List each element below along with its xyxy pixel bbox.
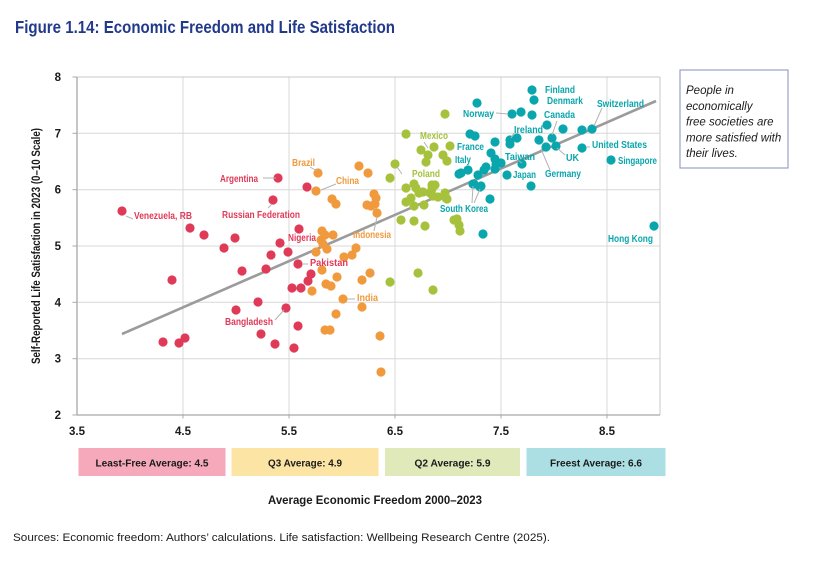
svg-text:Venezuela, RB: Venezuela, RB — [134, 211, 192, 222]
svg-text:Q2 Average: 5.9: Q2 Average: 5.9 — [415, 458, 491, 470]
svg-text:United States: United States — [592, 140, 647, 151]
svg-text:Russian Federation: Russian Federation — [222, 210, 300, 221]
svg-text:Figure 1.14: Economic Freedom: Figure 1.14: Economic Freedom and Life S… — [15, 17, 395, 37]
svg-text:Canada: Canada — [544, 110, 575, 121]
svg-text:UK: UK — [566, 153, 580, 164]
svg-text:Finland: Finland — [545, 85, 575, 96]
svg-text:Freest Average: 6.6: Freest Average: 6.6 — [550, 458, 642, 470]
svg-text:Q3 Average: 4.9: Q3 Average: 4.9 — [268, 458, 342, 470]
svg-text:3: 3 — [55, 354, 61, 366]
svg-text:their lives.: their lives. — [686, 148, 738, 160]
svg-text:Hong Kong: Hong Kong — [608, 234, 653, 245]
svg-text:France: France — [457, 142, 484, 153]
svg-text:Self-Reported Life Satisfactio: Self-Reported Life Satisfaction in 2023 … — [29, 128, 43, 364]
svg-text:economically: economically — [686, 101, 754, 113]
svg-text:Switzerland: Switzerland — [597, 99, 644, 110]
svg-text:6: 6 — [55, 185, 61, 197]
svg-text:6.5: 6.5 — [387, 426, 404, 438]
svg-text:Nigeria: Nigeria — [288, 233, 316, 244]
svg-text:People in: People in — [686, 85, 734, 97]
svg-text:Brazil: Brazil — [292, 158, 315, 169]
svg-text:Norway: Norway — [463, 109, 494, 120]
svg-text:free societies are: free societies are — [686, 117, 774, 129]
svg-text:8: 8 — [55, 72, 62, 84]
svg-text:China: China — [336, 176, 359, 187]
svg-text:Indonesia: Indonesia — [353, 230, 391, 241]
svg-text:7.5: 7.5 — [493, 426, 510, 438]
svg-text:Italy: Italy — [455, 155, 471, 166]
svg-text:5.5: 5.5 — [281, 426, 298, 438]
svg-text:Sources: Economic freedom: Aut: Sources: Economic freedom: Authors’ calc… — [13, 532, 550, 544]
svg-text:4.5: 4.5 — [175, 426, 192, 438]
svg-text:Germany: Germany — [545, 169, 581, 180]
svg-text:Argentina: Argentina — [220, 174, 258, 185]
svg-text:Least-Free Average: 4.5: Least-Free Average: 4.5 — [96, 458, 209, 470]
svg-text:Bangladesh: Bangladesh — [225, 317, 273, 328]
svg-text:South Korea: South Korea — [440, 204, 488, 215]
svg-text:4: 4 — [55, 297, 62, 309]
svg-text:3.5: 3.5 — [69, 426, 86, 438]
svg-text:Singapore: Singapore — [618, 156, 657, 167]
svg-text:Mexico: Mexico — [420, 131, 448, 142]
svg-text:7: 7 — [55, 128, 61, 140]
svg-text:India: India — [357, 293, 378, 304]
svg-text:2: 2 — [55, 410, 61, 422]
svg-text:Average Economic Freedom 2000–: Average Economic Freedom 2000–2023 — [268, 493, 482, 507]
svg-text:Pakistan: Pakistan — [310, 258, 348, 269]
svg-text:Ireland: Ireland — [514, 125, 543, 136]
svg-text:Taiwan: Taiwan — [505, 152, 535, 163]
svg-text:Denmark: Denmark — [547, 96, 583, 107]
svg-text:5: 5 — [55, 241, 62, 253]
svg-text:8.5: 8.5 — [599, 426, 616, 438]
svg-text:Japan: Japan — [513, 170, 536, 181]
svg-text:more satisfied with: more satisfied with — [686, 132, 781, 144]
svg-text:Poland: Poland — [412, 169, 440, 180]
